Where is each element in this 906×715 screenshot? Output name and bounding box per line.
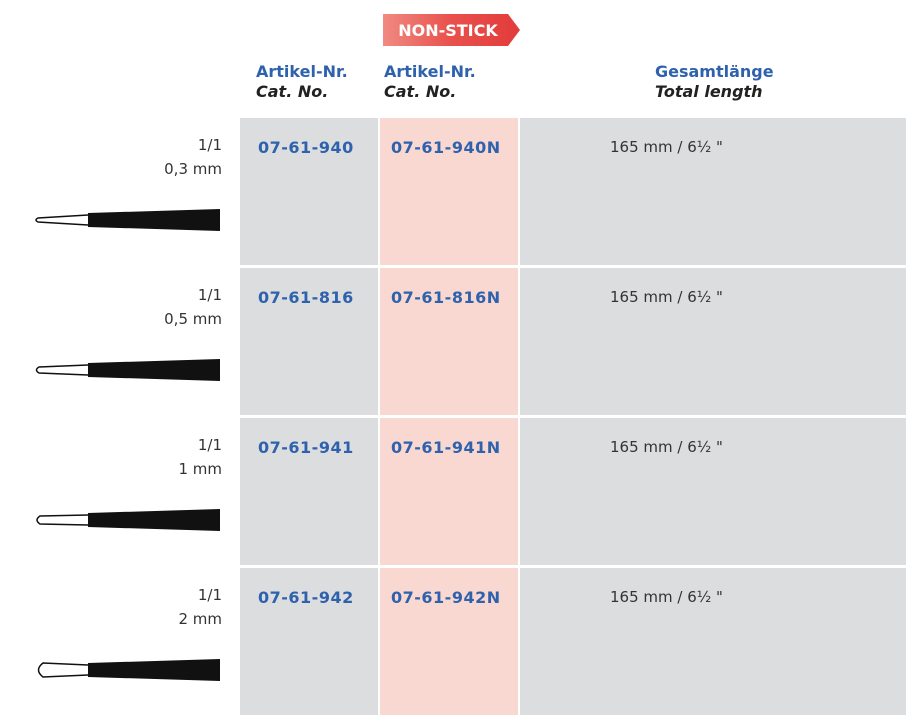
badge-text: NON-STICK	[398, 21, 498, 40]
badge: NON-STICK	[383, 14, 520, 46]
tool-tip	[37, 662, 89, 678]
header-en: Cat. No.	[256, 82, 329, 101]
cell-bg	[380, 418, 518, 565]
cell-bg	[380, 268, 518, 415]
cat-no: 07-61-941	[258, 438, 354, 457]
cell-bg	[520, 418, 906, 565]
tool-tip	[35, 214, 89, 226]
header-en: Total length	[655, 82, 763, 101]
cell-bg	[520, 268, 906, 415]
length: 165 mm / 6½ "	[610, 138, 723, 156]
cat-no: 07-61-942	[258, 588, 354, 607]
size: 1 mm	[178, 460, 222, 478]
tool-tip	[36, 514, 89, 526]
badge-shape	[383, 14, 520, 46]
column-header: Gesamtlänge Total length	[655, 62, 774, 102]
column-header: Artikel-Nr. Cat. No.	[256, 62, 348, 102]
cell-bg	[240, 568, 378, 715]
cat-no-nonstick: 07-61-942N	[391, 588, 501, 607]
ratio: 1/1	[197, 586, 222, 604]
tool-illustration	[37, 659, 220, 681]
ratio: 1/1	[197, 286, 222, 304]
column-header: Artikel-Nr. Cat. No.	[384, 62, 476, 102]
size: 0,5 mm	[164, 310, 222, 328]
tool-tip	[35, 364, 89, 376]
cell-bg	[520, 118, 906, 265]
tool-illustration	[35, 359, 220, 381]
size: 2 mm	[178, 610, 222, 628]
tool-body	[88, 359, 220, 381]
cell-bg	[380, 568, 518, 715]
length: 165 mm / 6½ "	[610, 588, 723, 606]
cat-no-nonstick: 07-61-816N	[391, 288, 501, 307]
header-de: Artikel-Nr.	[384, 62, 476, 81]
tool-body	[88, 509, 220, 531]
length: 165 mm / 6½ "	[610, 438, 723, 456]
cat-no: 07-61-940	[258, 138, 354, 157]
cell-bg	[520, 568, 906, 715]
cell-bg	[240, 118, 378, 265]
tool-illustration	[35, 209, 220, 231]
tool-illustration	[36, 509, 220, 531]
tool-body	[88, 659, 220, 681]
cell-bg	[380, 118, 518, 265]
header-de: Gesamtlänge	[655, 62, 774, 81]
ratio: 1/1	[197, 136, 222, 154]
cat-no-nonstick: 07-61-940N	[391, 138, 501, 157]
cell-bg	[240, 268, 378, 415]
ratio: 1/1	[197, 436, 222, 454]
cell-bg	[240, 418, 378, 565]
cat-no-nonstick: 07-61-941N	[391, 438, 501, 457]
cat-no: 07-61-816	[258, 288, 354, 307]
size: 0,3 mm	[164, 160, 222, 178]
header-en: Cat. No.	[384, 82, 457, 101]
length: 165 mm / 6½ "	[610, 288, 723, 306]
header-de: Artikel-Nr.	[256, 62, 348, 81]
tool-body	[88, 209, 220, 231]
